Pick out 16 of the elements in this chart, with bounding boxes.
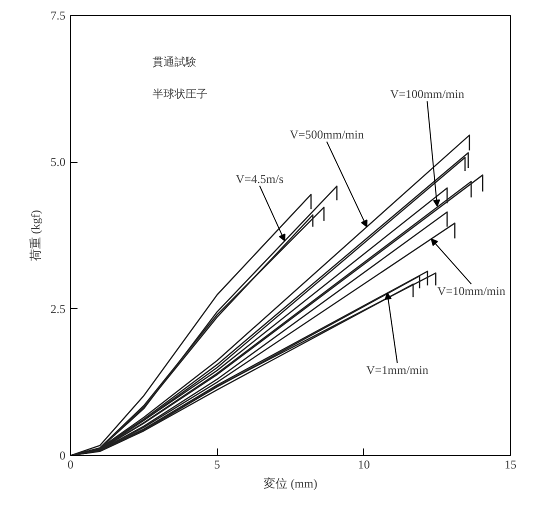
y-tick-label: 7.5 xyxy=(50,8,66,22)
x-tick-label: 5 xyxy=(214,458,220,472)
x-axis-title: 変位 (mm) xyxy=(264,476,318,490)
annotation: V=10mm/min xyxy=(437,284,506,298)
annotation: V=4.5m/s xyxy=(236,172,284,186)
x-tick-label: 10 xyxy=(358,458,370,472)
annotation: V=1mm/min xyxy=(366,362,428,377)
annotation: V=100mm/min xyxy=(390,87,464,102)
y-tick-label: 5.0 xyxy=(50,155,66,170)
annotation: V=500mm/min xyxy=(290,128,364,142)
y-tick-label: 0 xyxy=(60,448,66,462)
annotation: 半球状圧子 xyxy=(152,88,208,101)
y-axis-title: 荷重 (kgf) xyxy=(28,210,42,261)
x-tick-label: 15 xyxy=(504,458,516,472)
y-tick-label: 2.5 xyxy=(50,302,66,316)
annotation: 貫通試験 xyxy=(152,55,197,68)
